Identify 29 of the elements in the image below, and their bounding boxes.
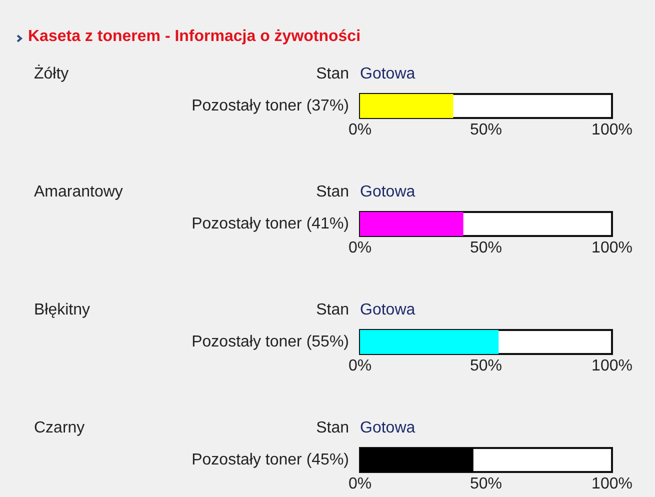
y-tick-label: Pozostały toner (55%) [192,334,349,350]
annotation: Gotowa [360,66,416,82]
text: Amarantowy [34,184,123,200]
x-tick-label: 100% [592,240,632,256]
text: Stan [316,420,349,436]
y-tick-label: Pozostały toner (37%) [192,98,349,114]
text: Stan [316,66,349,82]
text: Żółty [34,64,69,82]
x-tick-label: 0% [348,476,372,492]
x-tick-label: 0% [348,358,372,374]
text: Kaseta z tonerem - Informacja o żywotności [28,28,361,46]
y-tick-label: Pozostały toner (41%) [192,216,349,232]
x-tick-label: 0% [348,240,372,256]
text: Stan [316,184,349,200]
text: Stan [316,302,349,318]
annotation: Gotowa [360,420,416,436]
x-tick-label: 50% [470,476,502,492]
x-tick-label: 100% [592,358,632,374]
x-tick-label: 50% [470,240,502,256]
text: Czarny [34,420,85,436]
y-tick-label: Pozostały toner (45%) [192,452,349,468]
x-tick-label: 50% [470,122,502,138]
annotation: Gotowa [360,184,416,200]
annotation: Gotowa [360,302,416,318]
x-tick-label: 100% [592,122,632,138]
x-tick-label: 100% [592,476,632,492]
x-tick-label: 0% [348,122,372,138]
x-tick-label: 50% [470,358,502,374]
text: Błękitny [34,302,90,318]
